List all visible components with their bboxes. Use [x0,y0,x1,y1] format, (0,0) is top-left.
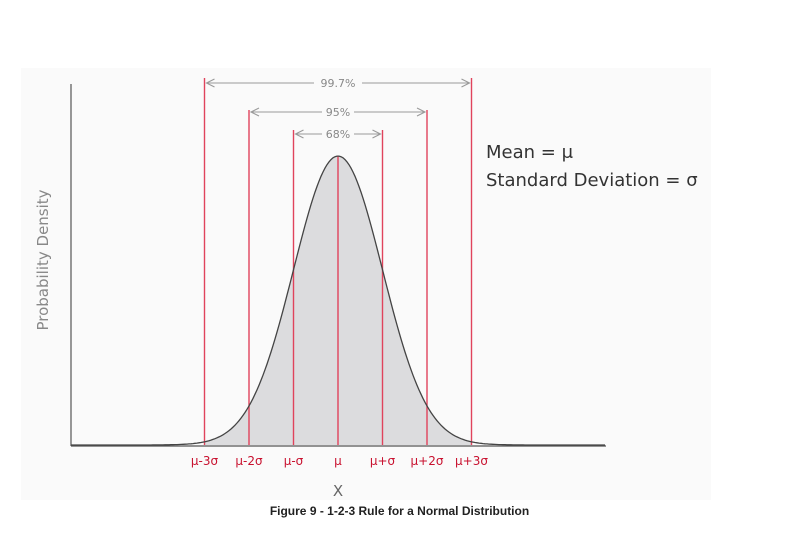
y-axis-label: Probability Density [34,189,52,330]
interval-arrow-left [294,129,322,139]
x-tick-label: μ+2σ [411,454,444,468]
x-tick-label: μ-3σ [191,454,219,468]
interval-arrows: 99.7% 95% 68% [205,77,471,141]
figure-caption: Figure 9 - 1-2-3 Rule for a Normal Distr… [269,504,530,518]
x-tick-label: μ+3σ [455,454,488,468]
interval-arrow-right [354,129,382,139]
x-tick-labels: μ-3σ μ-2σ μ-σ μ μ+σ μ+2σ μ+3σ [191,454,488,468]
x-tick-label: μ-2σ [235,454,263,468]
interval-label: 95% [326,106,350,119]
interval-label: 68% [326,128,350,141]
density-curve [71,155,605,446]
x-tick-label: μ-σ [284,454,304,468]
interval-arrow-right [354,107,427,117]
interval-label: 99.7% [321,77,356,90]
x-tick-label: μ [334,454,342,468]
x-tick-label: μ+σ [370,454,396,468]
normal-distribution-diagram: 99.7% 95% 68% μ-3σ μ-2σ μ-σ μ μ+σ μ+2σ μ+3σ X Pr… [34,77,606,500]
interval-arrow-right [362,78,471,88]
sigma-lines [203,78,473,445]
sd-label: Standard Deviation = σ [486,170,698,191]
interval-arrow-left [205,78,314,88]
interval-arrow-left [249,107,322,117]
x-axis-label: X [333,482,343,500]
mean-label: Mean = μ [486,142,574,163]
